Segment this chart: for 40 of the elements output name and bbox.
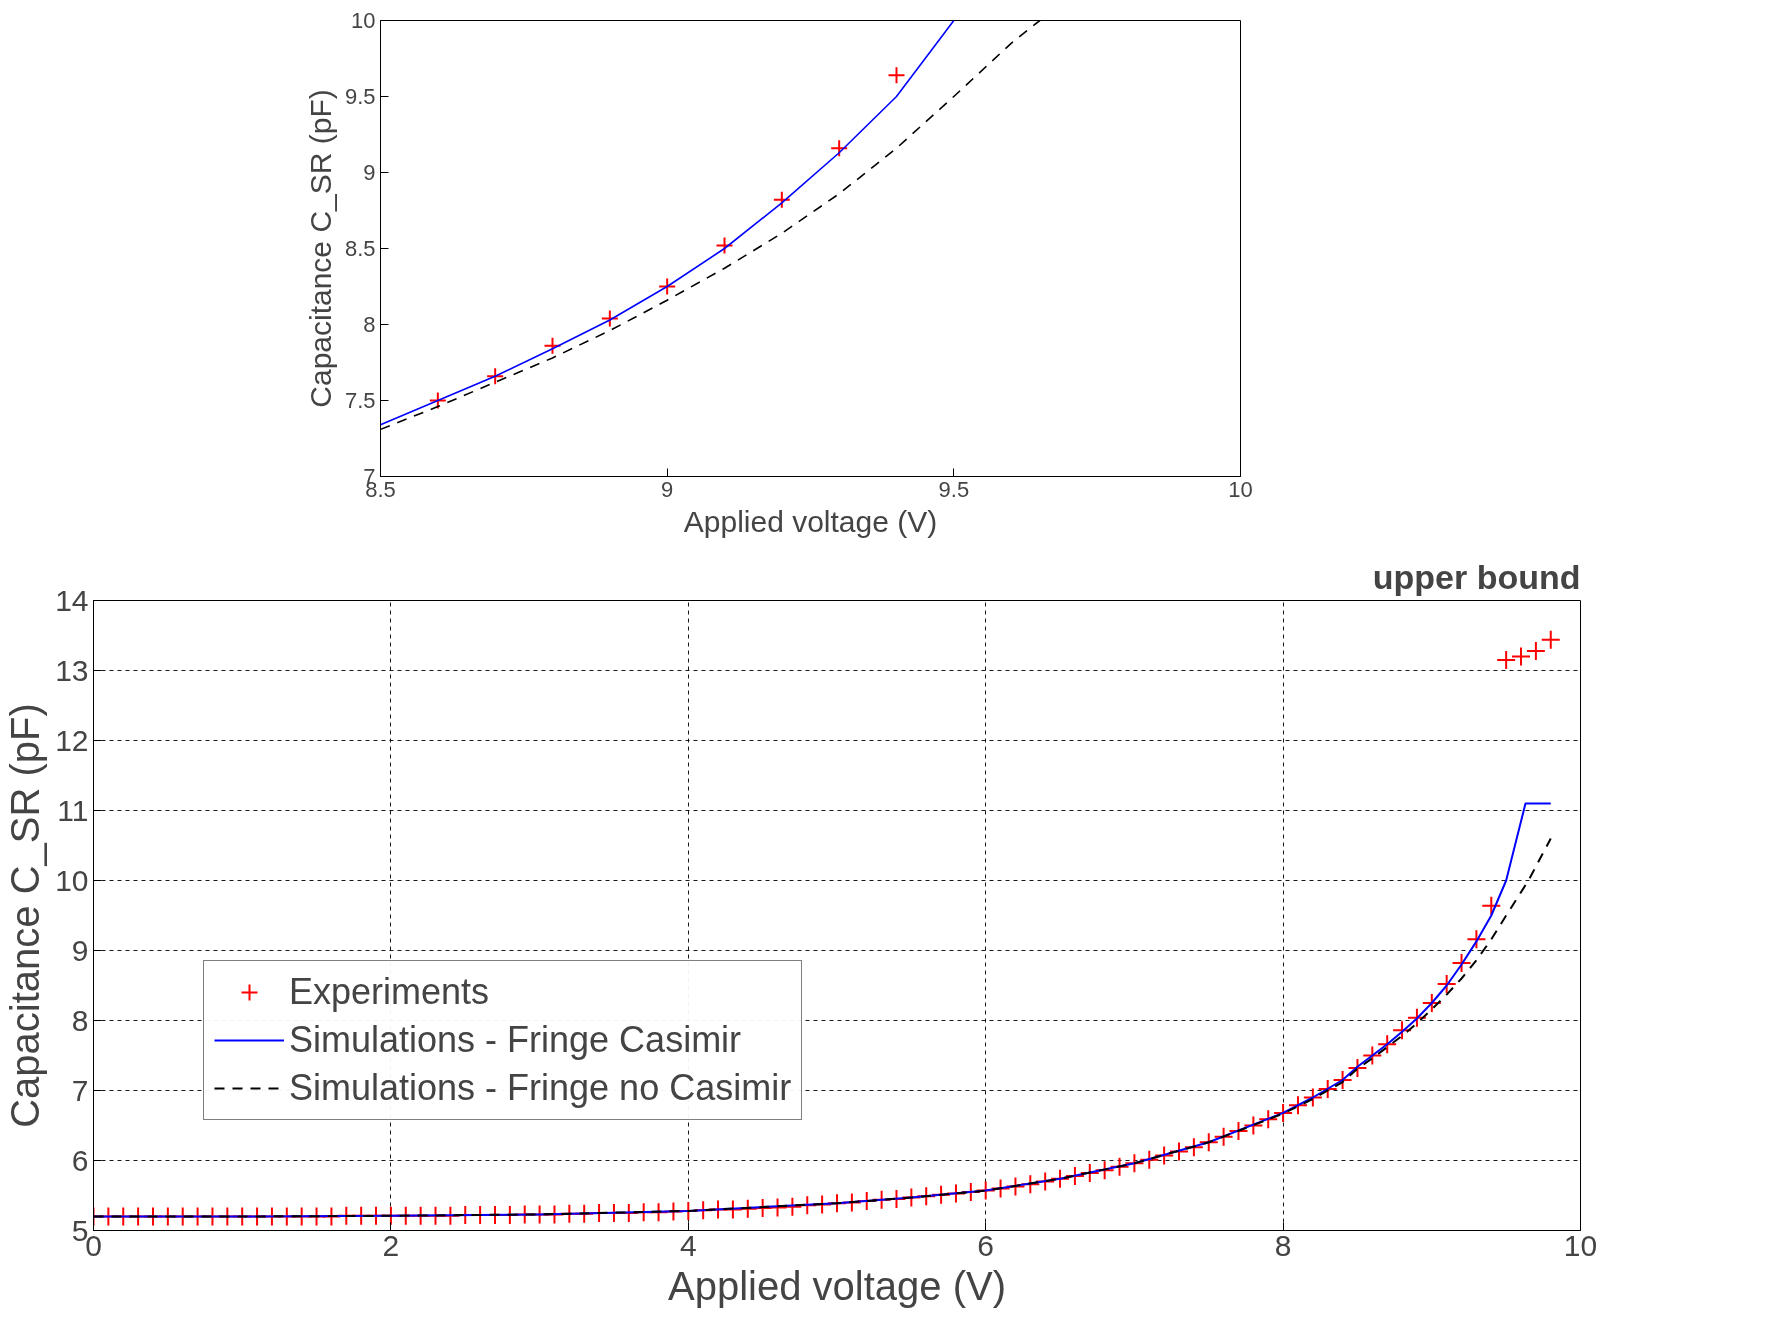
point (887, 66, 906, 85)
y-tick-label: 7 (71, 1073, 89, 1107)
y-tick-label: 8.5 (344, 236, 376, 261)
text: upper bound (1372, 557, 1581, 596)
legend-label: Experiments (289, 971, 490, 1013)
y-tick-label: 6 (71, 1143, 89, 1177)
legend-label: Simulations - Fringe no Casimir (289, 1067, 792, 1109)
x-tick-label: 4 (679, 1228, 697, 1262)
y-tick-label: 9.5 (344, 84, 376, 109)
x-axis-title: Applied voltage (V) (668, 1263, 1006, 1308)
y-tick-label: 9 (71, 933, 89, 967)
point (600, 309, 619, 328)
x-tick-label: 9 (661, 476, 674, 502)
x-tick-label: 8 (1274, 1228, 1292, 1262)
y-tick-label: 11 (57, 793, 89, 827)
y-tick-label: 10 (55, 863, 89, 897)
y-tick-label: 14 (55, 583, 89, 617)
point (486, 367, 505, 386)
point (772, 190, 791, 209)
y-tick-label: 9 (363, 160, 376, 185)
y-tick-label: 13 (55, 653, 89, 687)
legend-label: Simulations - Fringe Casimir (289, 1019, 742, 1061)
y-axis-title: Capacitance C_SR (pF) (303, 89, 337, 408)
point (830, 139, 849, 158)
point (658, 277, 677, 296)
y-axis-title: Capacitance C_SR (pF) (3, 703, 48, 1128)
point (715, 236, 734, 255)
x-tick-label: 6 (977, 1228, 995, 1262)
y-tick-label: 7.5 (344, 388, 376, 413)
y-tick-label: 8 (71, 1003, 89, 1037)
x-axis-title: Applied voltage (V) (683, 504, 938, 538)
x-tick-label: 10 (1228, 476, 1253, 502)
y-tick-label: 8 (363, 312, 376, 337)
point (543, 336, 562, 355)
x-tick-label: 10 (1563, 1228, 1598, 1262)
y-tick-label: 12 (55, 723, 89, 757)
y-tick-label: 10 (351, 8, 376, 33)
point (428, 391, 447, 410)
x-tick-label: 9.5 (938, 476, 970, 502)
x-tick-label: 2 (382, 1228, 400, 1262)
